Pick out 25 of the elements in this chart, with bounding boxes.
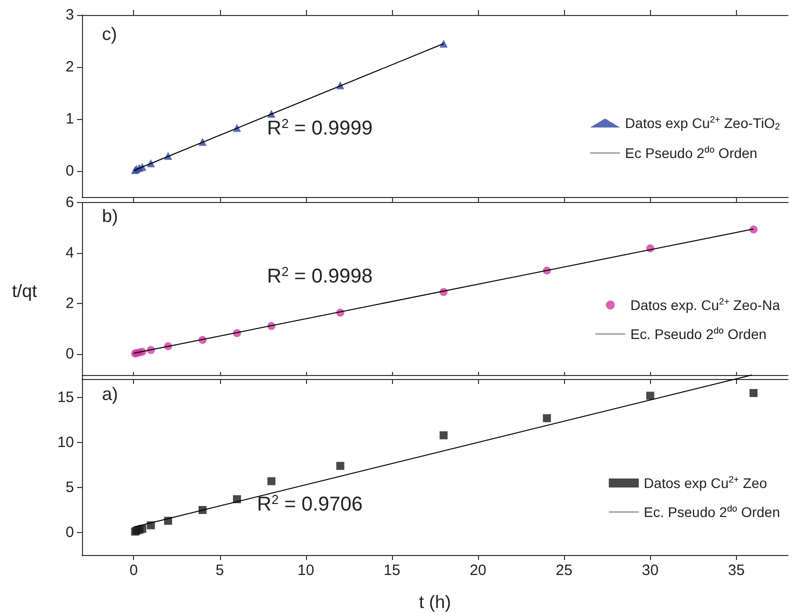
y-tick-label: 1 — [66, 110, 74, 128]
x-tick-label: 35 — [728, 562, 745, 579]
y-tick-label: 0 — [66, 524, 74, 541]
annotation: b) — [102, 206, 118, 226]
x-tick-label: 15 — [384, 562, 400, 579]
x-tick-label: 25 — [556, 562, 572, 579]
y-tick-label: 5 — [66, 479, 74, 496]
y-tick-label: 3 — [66, 6, 74, 24]
annotation: c) — [102, 24, 117, 44]
x-tick-label: 20 — [470, 562, 486, 579]
x-tick-label: 5 — [216, 562, 224, 579]
y-tick-label: 2 — [66, 294, 74, 312]
y-tick-label: 6 — [66, 194, 74, 211]
y-tick-label: 10 — [57, 434, 74, 451]
y-tick-label: 15 — [57, 389, 74, 406]
x-tick-label: 30 — [642, 562, 659, 579]
x-tick-label: 10 — [298, 562, 314, 579]
y-tick-label: 2 — [66, 58, 74, 76]
annotation: a) — [102, 384, 118, 404]
y-axis-title: t/qt — [12, 280, 37, 301]
y-tick-label: 4 — [66, 244, 74, 262]
x-axis-title: t (h) — [418, 592, 452, 612]
y-tick-label: 0 — [66, 345, 74, 362]
x-tick-label: 0 — [129, 562, 138, 579]
y-tick-label: 0 — [66, 162, 74, 180]
